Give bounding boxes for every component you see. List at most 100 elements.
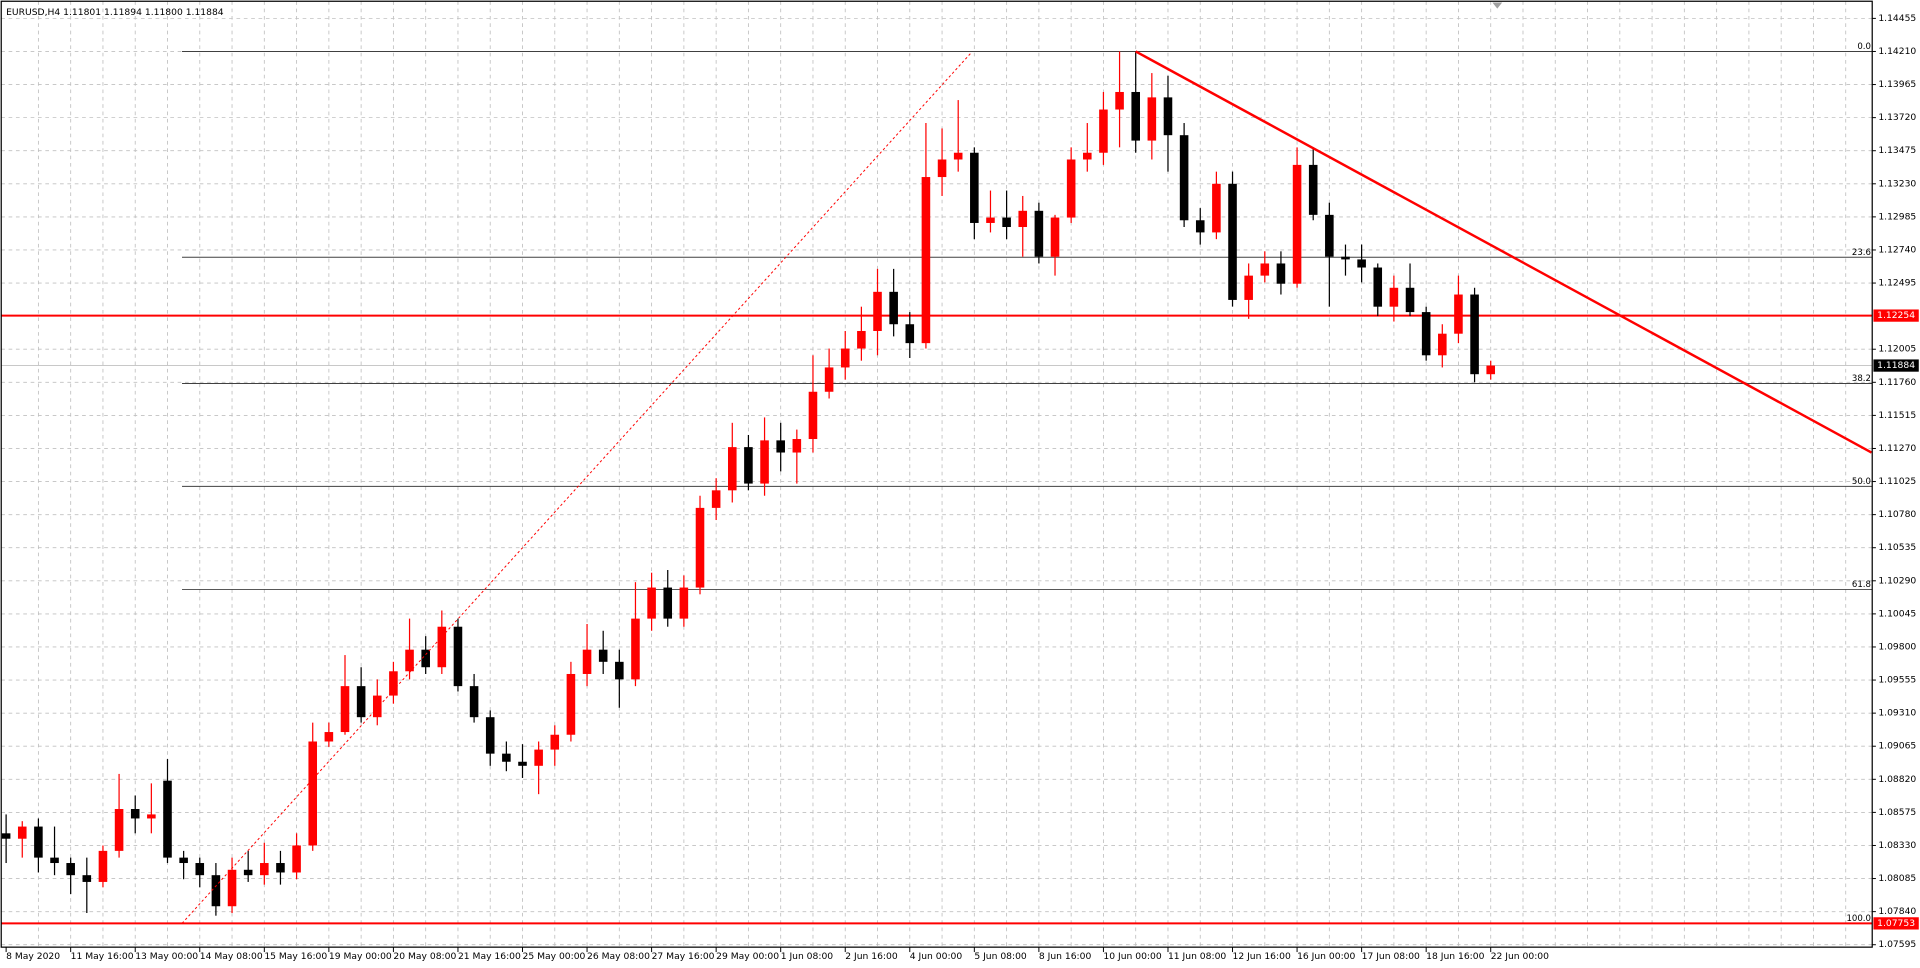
candle-body (211, 875, 221, 907)
y-tick-label: 1.11760 (1878, 377, 1916, 388)
x-tick-label: 11 Jun 08:00 (1168, 951, 1226, 962)
candle-body (873, 291, 882, 331)
x-tick-label: 26 May 08:00 (587, 951, 650, 962)
candle-body (243, 869, 253, 876)
x-tick-label: 11 May 16:00 (71, 951, 134, 962)
y-tick-label: 1.11270 (1878, 443, 1916, 454)
candle-body (615, 661, 624, 680)
x-tick-label: 19 May 00:00 (329, 951, 392, 962)
plot-frame (0, 0, 1873, 948)
x-tick-label: 18 Jun 16:00 (1426, 951, 1484, 962)
candle-body (1034, 210, 1044, 257)
chart-title: EURUSD,H4 1.11801 1.11894 1.11800 1.1188… (6, 7, 224, 18)
y-tick-label: 1.10535 (1878, 542, 1916, 553)
candle-body (1195, 220, 1205, 233)
candle-body (1276, 263, 1286, 284)
current-price-label: 1.11884 (1877, 360, 1915, 371)
candle-body (792, 439, 802, 453)
y-tick-label: 1.07595 (1878, 939, 1916, 950)
candle-body (66, 863, 75, 876)
candle-body (1115, 91, 1124, 110)
candle-body (695, 507, 705, 588)
current-price-box (1873, 359, 1919, 372)
candle-body (1, 833, 11, 839)
y-tick-label: 1.10290 (1878, 575, 1916, 586)
candle-body (292, 845, 301, 873)
fib-level-label: 0.0 (1857, 42, 1871, 52)
candle-body (598, 649, 608, 662)
candle-body (582, 649, 592, 674)
candle-body (566, 673, 576, 735)
candle-body (98, 850, 108, 882)
candle-body (227, 869, 237, 907)
shift-marker (1492, 2, 1503, 9)
candle-body (485, 717, 495, 754)
x-tick-label: 20 May 08:00 (393, 951, 456, 962)
price-label-box (1873, 917, 1919, 930)
candle-body (1083, 152, 1092, 160)
y-tick-label: 1.11515 (1878, 410, 1916, 421)
candle-body (840, 348, 850, 368)
candle-body (1260, 263, 1270, 276)
fib-level-label: 50.0 (1852, 477, 1871, 487)
y-tick-label: 1.12005 (1878, 344, 1916, 355)
y-tick-label: 1.08085 (1878, 873, 1916, 884)
candle-body (437, 626, 447, 668)
candle-body (1099, 109, 1108, 153)
candle-body (1131, 91, 1140, 141)
fib-level-label: 100.0 (1846, 914, 1871, 924)
candle-body (276, 863, 285, 873)
price-label-box (1873, 309, 1919, 322)
candle-body (1066, 159, 1076, 218)
x-tick-label: 1 Jun 08:00 (781, 951, 834, 962)
y-tick-label: 1.09065 (1878, 741, 1916, 752)
fib-level-label: 38.2 (1852, 374, 1871, 384)
candle-body (389, 671, 398, 696)
candle-body (1486, 365, 1496, 375)
y-tick-label: 1.13475 (1878, 145, 1916, 156)
candle-body (1308, 164, 1318, 215)
candle-body (1373, 267, 1383, 307)
x-tick-label: 13 May 00:00 (135, 951, 198, 962)
candle-body (679, 587, 689, 619)
trendline (1135, 50, 1873, 454)
y-tick-label: 1.09310 (1878, 708, 1916, 719)
candle-body (163, 780, 172, 858)
candle-body (1002, 217, 1011, 228)
y-tick-label: 1.09555 (1878, 675, 1916, 686)
x-tick-label: 15 May 16:00 (264, 951, 327, 962)
candle-body (502, 753, 511, 762)
candle-body (179, 857, 188, 864)
candle-body (308, 741, 318, 846)
candle-body (147, 814, 156, 819)
candle-body (1292, 164, 1302, 284)
candle-body (953, 152, 963, 160)
y-tick-label: 1.14455 (1878, 13, 1916, 24)
candle-body (1389, 287, 1399, 307)
candle-body (1405, 287, 1415, 313)
candle-body (195, 863, 205, 876)
candle-body (905, 324, 915, 344)
candle-body (50, 857, 59, 864)
candle-body (760, 440, 769, 484)
candle-body (550, 734, 560, 750)
x-tick-label: 29 May 00:00 (716, 951, 779, 962)
candle-body (1357, 259, 1366, 268)
candle-body (744, 447, 753, 484)
candle-body (17, 826, 27, 839)
y-tick-label: 1.07840 (1878, 906, 1916, 917)
plot (1, 50, 1873, 925)
candle-body (130, 809, 140, 819)
candle-body (1018, 210, 1028, 228)
x-tick-label: 16 Jun 00:00 (1297, 951, 1355, 962)
candle-body (921, 177, 931, 344)
candle-body (1244, 275, 1253, 300)
candle-body (631, 618, 640, 680)
candle-body (453, 626, 463, 687)
fib-level-label: 23.6 (1852, 248, 1871, 258)
candle-body (324, 732, 334, 742)
candle-body (1438, 333, 1447, 356)
y-tick-label: 1.11025 (1878, 476, 1916, 487)
